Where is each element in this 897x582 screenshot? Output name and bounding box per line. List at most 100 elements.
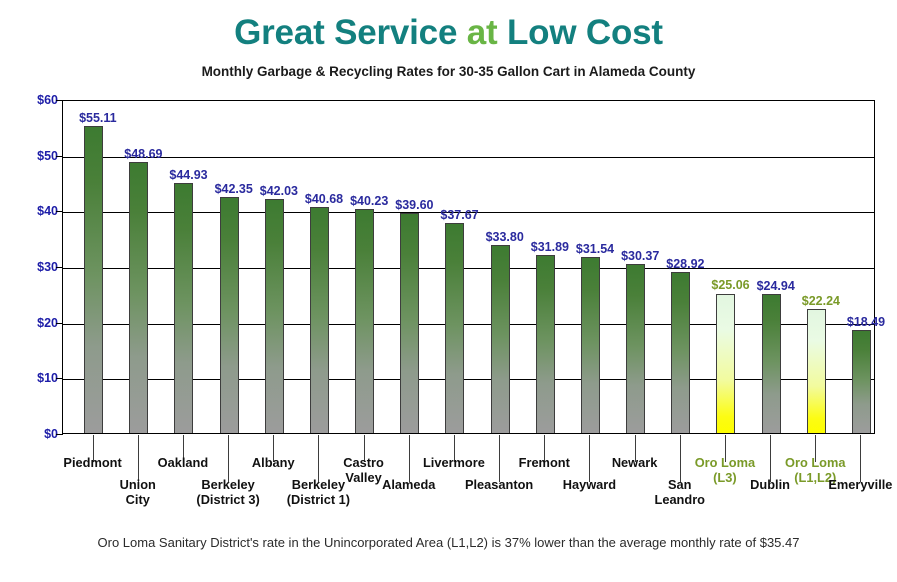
x-axis-label-line: Oro Loma bbox=[785, 455, 846, 470]
y-axis-tick-mark bbox=[56, 267, 63, 268]
y-axis-tick-mark bbox=[56, 322, 63, 324]
gridline bbox=[63, 379, 874, 381]
y-axis-tick-label: $30 bbox=[37, 260, 58, 274]
y-axis-tick-label: $20 bbox=[37, 315, 58, 330]
x-axis-tick bbox=[228, 435, 230, 482]
y-axis-tick-label: $40 bbox=[37, 204, 58, 219]
bar-value-label: $40.23 bbox=[350, 194, 389, 209]
x-axis-labels: Piedmont Union City Oakland Berkeley (Distric… bbox=[0, 455, 897, 525]
x-axis-label: Berkeley (District 1) bbox=[287, 477, 350, 507]
gridline bbox=[63, 323, 874, 325]
x-axis-label: Dublin bbox=[750, 477, 790, 492]
x-axis-tick bbox=[860, 435, 862, 482]
bar-value-label: $55.11 bbox=[79, 111, 117, 126]
gridline bbox=[63, 212, 874, 214]
x-axis-tick bbox=[137, 435, 139, 482]
title-part-1: Great Service bbox=[234, 13, 467, 52]
x-axis-label-line: City bbox=[125, 492, 150, 507]
gridline bbox=[63, 156, 874, 158]
x-axis-label: Union City bbox=[120, 477, 156, 507]
gridline bbox=[63, 268, 874, 269]
bar bbox=[626, 263, 646, 433]
y-axis-tick-mark bbox=[56, 100, 63, 101]
bar bbox=[445, 223, 465, 433]
x-axis-tick bbox=[815, 435, 817, 462]
bar-value-label: $24.94 bbox=[756, 279, 795, 294]
x-axis-label: Newark bbox=[612, 455, 658, 470]
bar bbox=[400, 212, 420, 433]
x-axis-label-line: Union bbox=[119, 477, 156, 492]
y-axis-tick-mark bbox=[56, 211, 63, 213]
x-axis-label-line: Berkeley bbox=[291, 477, 346, 492]
bar bbox=[174, 182, 194, 433]
x-axis-tick bbox=[453, 435, 455, 462]
x-axis-label-line: (District 1) bbox=[286, 492, 351, 507]
x-axis-label-line: Dublin bbox=[750, 477, 790, 492]
x-axis-label-line: Fremont bbox=[518, 455, 570, 470]
x-axis-label-line: Valley bbox=[345, 470, 382, 485]
bar-value-label: $37.67 bbox=[440, 208, 479, 223]
x-axis-tick bbox=[544, 435, 546, 462]
x-axis-tick bbox=[589, 435, 591, 482]
x-axis-tick bbox=[724, 435, 726, 462]
x-axis-tick bbox=[499, 435, 501, 482]
bar-value-label: $22.24 bbox=[801, 294, 840, 309]
x-axis-label-line: (L1,L2) bbox=[794, 470, 837, 485]
x-axis-label-line: (L3) bbox=[713, 470, 737, 485]
x-axis-label: Oro Loma (L3) bbox=[695, 455, 755, 485]
bar-value-label: $33.80 bbox=[485, 229, 524, 244]
x-axis-label-line: Alameda bbox=[382, 477, 436, 492]
x-axis-label-line: Livermore bbox=[422, 455, 485, 470]
bar-value-label: $30.37 bbox=[621, 248, 660, 263]
y-axis-tick-mark bbox=[56, 378, 63, 380]
y-axis-tick-label: $50 bbox=[37, 148, 58, 163]
bar-value-label: $39.60 bbox=[395, 197, 434, 212]
bar bbox=[219, 197, 239, 433]
bar-value-label: $44.93 bbox=[169, 167, 208, 182]
x-axis-tick bbox=[634, 435, 636, 462]
x-axis-label: Pleasanton bbox=[465, 477, 533, 492]
x-axis-label: Oro Loma (L1,L2) bbox=[785, 455, 845, 485]
bar bbox=[806, 309, 826, 433]
bar-value-label: $42.03 bbox=[259, 184, 298, 199]
x-axis-label: Livermore bbox=[423, 455, 485, 470]
title-part-2: at bbox=[466, 13, 507, 52]
bar bbox=[84, 126, 104, 433]
bar bbox=[761, 294, 781, 433]
x-axis-label: Fremont bbox=[519, 455, 570, 470]
x-axis-label: Albany bbox=[252, 455, 295, 470]
x-axis-label: Hayward bbox=[563, 477, 616, 492]
x-axis-label-line: Castro bbox=[343, 455, 384, 470]
x-axis-label-line: Piedmont bbox=[63, 455, 122, 470]
bar bbox=[716, 293, 736, 433]
x-axis-label-line: Leandro bbox=[654, 492, 705, 507]
x-axis-label: Piedmont bbox=[63, 455, 121, 470]
bar-value-label: $42.35 bbox=[214, 182, 253, 197]
footnote: Oro Loma Sanitary District's rate in the… bbox=[97, 535, 800, 550]
bar bbox=[851, 330, 871, 433]
y-axis-tick-label: $10 bbox=[37, 371, 58, 386]
y-axis-tick-label: $0 bbox=[44, 427, 58, 441]
x-axis-tick bbox=[770, 435, 772, 482]
bar-value-label: $31.89 bbox=[530, 240, 569, 255]
x-axis-label: Oakland bbox=[158, 455, 209, 470]
x-axis-label-line: Pleasanton bbox=[464, 477, 534, 492]
x-axis-tick bbox=[92, 435, 94, 462]
chart-subtitle: Monthly Garbage & Recycling Rates for 30… bbox=[201, 64, 696, 79]
x-axis-label-line: Oakland bbox=[157, 455, 209, 470]
x-axis-ticks bbox=[62, 435, 875, 485]
x-axis-label: Alameda bbox=[382, 477, 435, 492]
plot-area: $55.11 $48.69 $44.93 $42.35 $42.03 $40.68 $40.… bbox=[62, 100, 885, 434]
bar bbox=[490, 244, 510, 433]
bar-value-label: $28.92 bbox=[666, 257, 705, 271]
page-title: Great Service at Low Cost bbox=[0, 12, 897, 54]
x-axis-label-line: (District 3) bbox=[196, 492, 260, 507]
x-axis-label-line: Berkeley bbox=[201, 477, 255, 492]
bar-value-label: $31.54 bbox=[575, 242, 615, 257]
bar bbox=[535, 255, 555, 433]
x-axis-label: Berkeley (District 3) bbox=[196, 477, 259, 507]
y-axis-tick-mark bbox=[56, 434, 63, 435]
y-axis-tick-label: $60 bbox=[37, 93, 58, 107]
x-axis-label-line: San bbox=[668, 477, 692, 492]
